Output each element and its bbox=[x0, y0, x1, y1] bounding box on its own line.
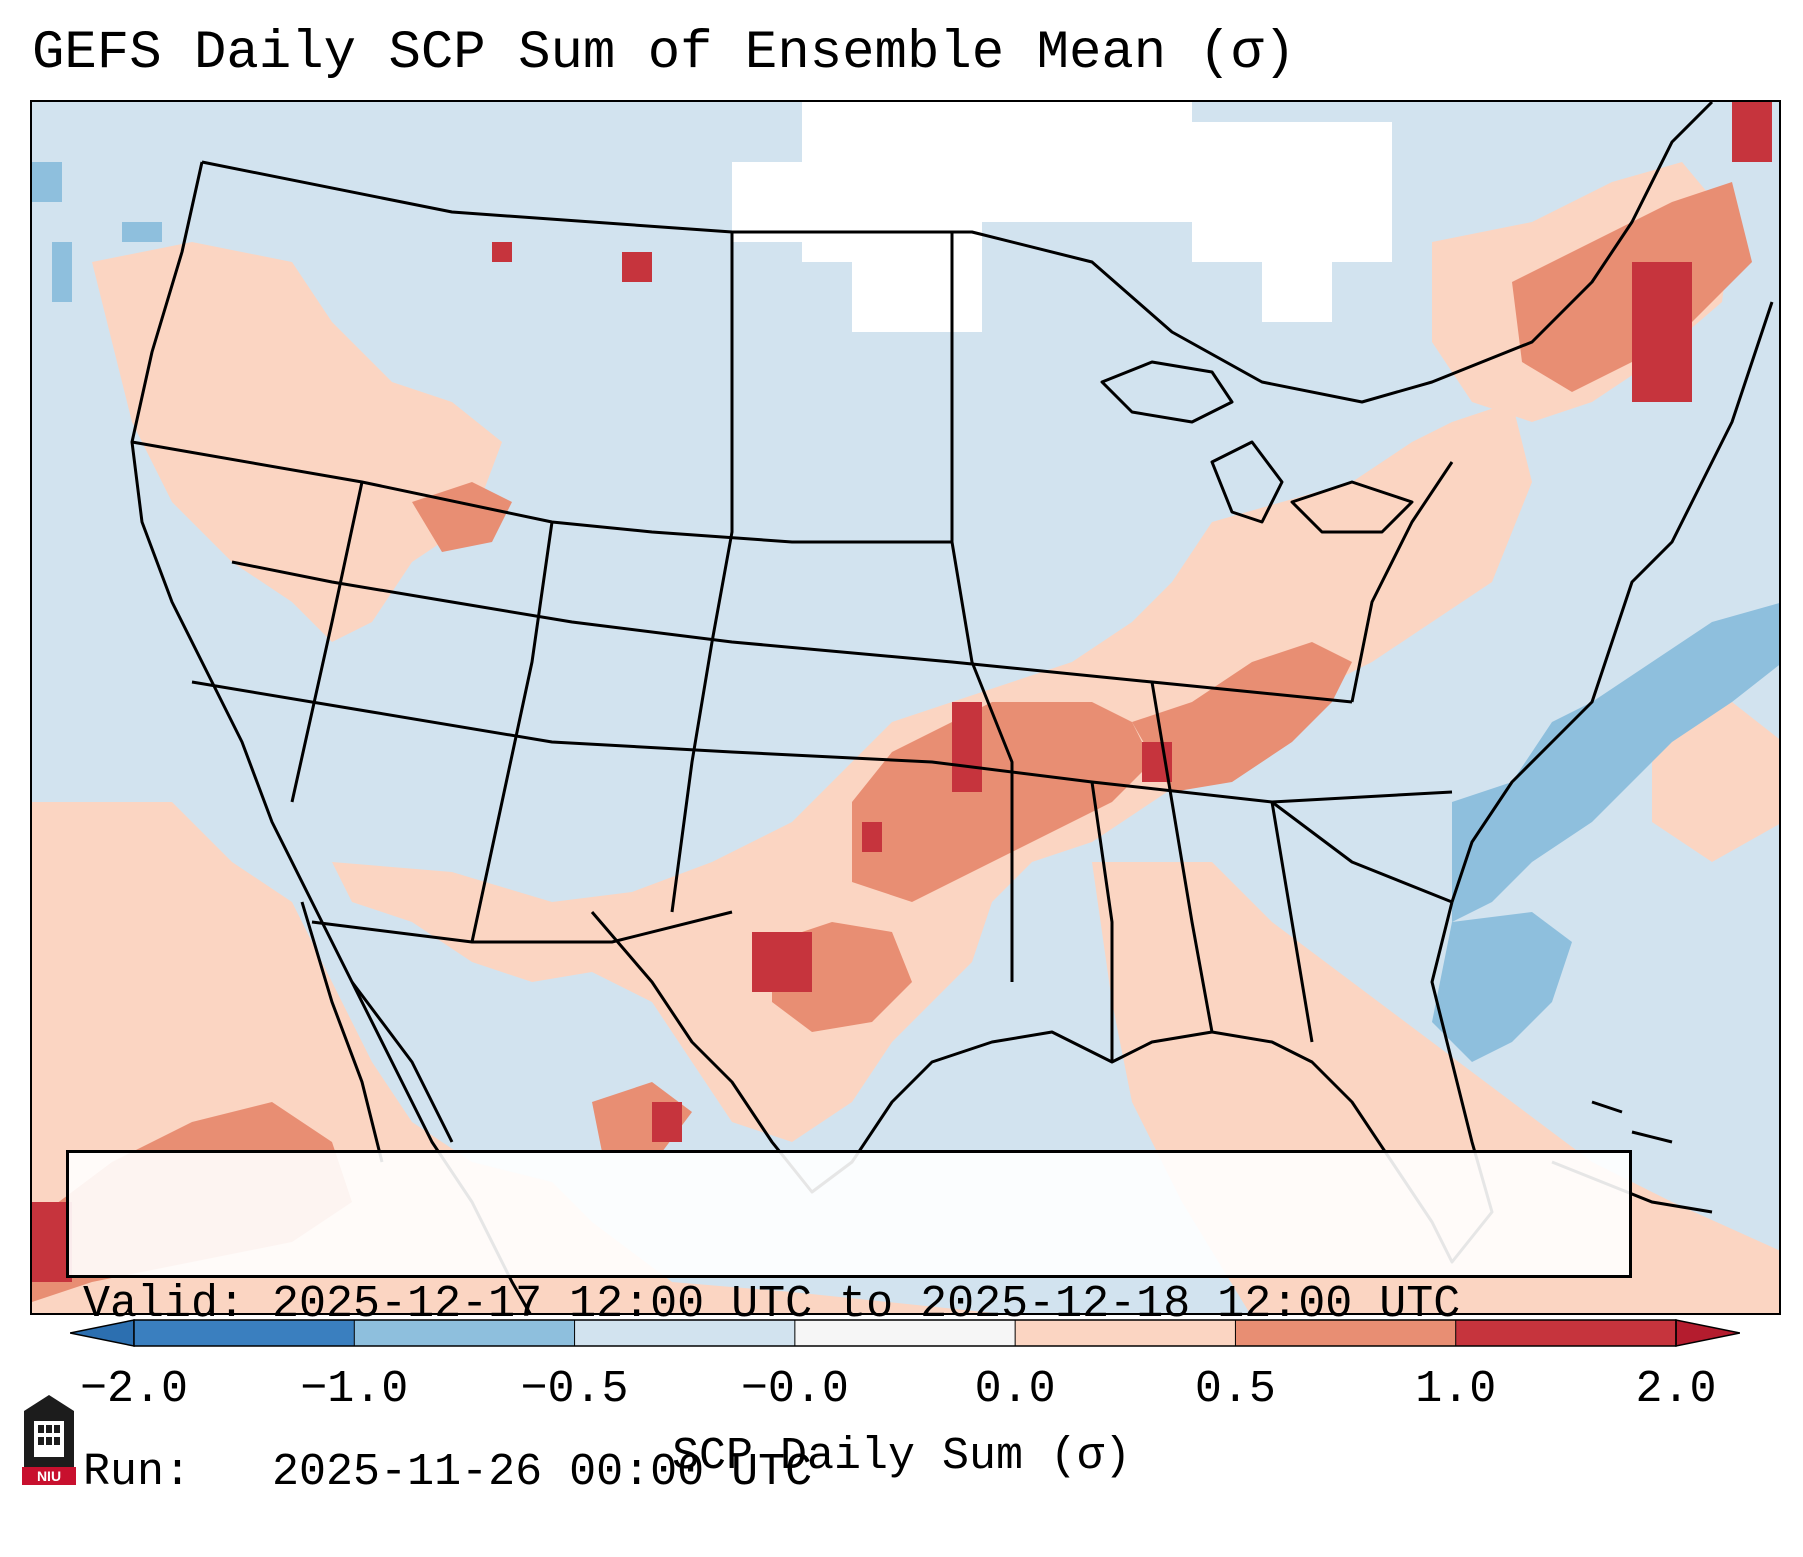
colorbar-extend-low bbox=[70, 1319, 135, 1347]
negative-anomaly-region bbox=[32, 162, 1779, 1062]
colorbar-segment bbox=[134, 1320, 355, 1346]
neutral-region bbox=[732, 102, 1392, 332]
colorbar-segment bbox=[354, 1320, 575, 1346]
chart-title: GEFS Daily SCP Sum of Ensemble Mean (σ) bbox=[32, 23, 1296, 84]
colorbar-segment bbox=[1455, 1320, 1676, 1346]
colorbar-segment bbox=[1015, 1320, 1236, 1346]
validity-info-box: Valid: 2025-12-17 12:00 UTC to 2025-12-1… bbox=[66, 1150, 1632, 1498]
colorbar-extend-high bbox=[1675, 1319, 1740, 1347]
colorbar-segment bbox=[574, 1320, 795, 1346]
strong-anomaly-region bbox=[32, 102, 1772, 1282]
run-value: 2025-11-26 00:00 UTC bbox=[272, 1447, 813, 1498]
run-label: Run: bbox=[83, 1447, 192, 1498]
colorbar bbox=[70, 1319, 1740, 1347]
political-boundaries bbox=[130, 102, 1774, 1313]
colorbar-label: SCP Daily Sum (σ) bbox=[671, 1431, 1132, 1482]
colorbar-tick-label: −0.5 bbox=[520, 1364, 629, 1415]
colorbar-segment bbox=[1235, 1320, 1456, 1346]
colorbar-segment bbox=[794, 1320, 1016, 1346]
run-row: Run: 2025-11-26 00:00 UTC bbox=[83, 1445, 1615, 1501]
colorbar-tick-label: −2.0 bbox=[79, 1364, 189, 1415]
colorbar-tick-label: 0.5 bbox=[1194, 1364, 1276, 1415]
logo-text: NIU bbox=[37, 1468, 61, 1484]
colorbar-tick-label: −1.0 bbox=[300, 1364, 409, 1415]
colorbar-tick-label: 1.0 bbox=[1415, 1364, 1497, 1415]
colorbar-tick-label: −0.0 bbox=[740, 1364, 849, 1415]
mexico-boundaries bbox=[300, 901, 454, 1163]
niu-logo-icon: NIU bbox=[22, 1395, 76, 1485]
map-panel bbox=[30, 100, 1781, 1315]
scp-map bbox=[32, 102, 1779, 1313]
colorbar-tick-label: 2.0 bbox=[1635, 1364, 1717, 1415]
colorbar-tick-label: 0.0 bbox=[974, 1364, 1056, 1415]
